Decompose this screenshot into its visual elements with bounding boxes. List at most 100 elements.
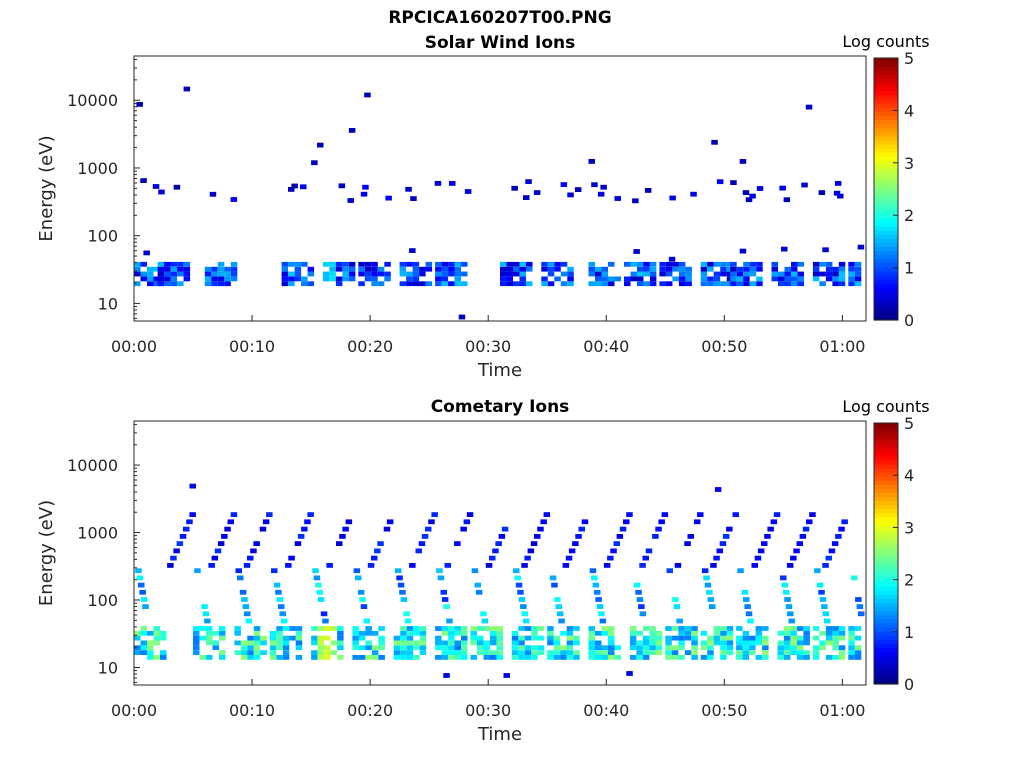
data-cell [854, 276, 862, 282]
data-cell [360, 191, 368, 197]
data-cell [791, 266, 798, 272]
data-cell [626, 671, 633, 676]
colorbar-segment [874, 610, 898, 616]
data-cell [253, 541, 260, 546]
solar-wind-panel: Solar Wind Ions 00:00 00:10 00:20 00:30 00:40… [36, 32, 930, 381]
data-cell [435, 276, 442, 282]
data-cell [771, 276, 778, 282]
data-cell [189, 512, 196, 517]
data-cell [245, 618, 252, 624]
data-cell [803, 635, 810, 641]
data-cell [501, 526, 509, 532]
data-cell [780, 575, 787, 581]
data-cell [471, 568, 479, 574]
data-cell [253, 630, 261, 636]
data-cell [348, 276, 356, 282]
data-cell [589, 568, 597, 574]
data-cell [204, 266, 212, 272]
data-cell [636, 645, 643, 651]
data-cell [352, 635, 359, 641]
data-cell [301, 526, 308, 532]
data-cell [743, 266, 750, 272]
data-cell [784, 266, 791, 272]
data-cell [317, 650, 325, 655]
data-cell [448, 635, 455, 641]
colorbar-segment [874, 471, 898, 477]
data-cell [726, 276, 734, 282]
data-cell [470, 630, 477, 636]
data-cell [547, 655, 554, 660]
data-cell [777, 655, 784, 660]
data-cell [854, 271, 862, 277]
data-cell [643, 281, 650, 287]
data-cell [825, 655, 833, 660]
data-cell [521, 563, 528, 568]
data-cell [371, 261, 378, 267]
data-cells [134, 483, 865, 678]
data-cell [206, 626, 213, 631]
data-cell [678, 266, 686, 272]
data-cell [324, 626, 331, 631]
data-cell [832, 276, 839, 282]
data-cell [153, 630, 160, 636]
data-cell [400, 650, 407, 655]
data-cell [549, 575, 557, 581]
data-cell [642, 655, 650, 660]
colorbar-segment [874, 622, 898, 628]
data-cell [553, 655, 561, 660]
data-cell [419, 635, 427, 641]
data-cell [399, 266, 407, 272]
data-cell [736, 645, 743, 651]
data-cell [393, 635, 401, 641]
data-cell [276, 655, 283, 660]
data-cell [138, 582, 145, 588]
data-cell [202, 611, 210, 617]
colorbar-segment [874, 577, 898, 583]
data-cell [519, 271, 526, 277]
data-cell [819, 640, 826, 646]
data-cell [764, 534, 771, 539]
data-cell [835, 534, 842, 539]
data-cell [170, 555, 177, 561]
data-cell [783, 645, 791, 651]
data-cell [567, 276, 574, 282]
data-cell [295, 626, 303, 631]
data-cell [565, 555, 573, 561]
data-cell [440, 589, 447, 595]
colorbar-segment [874, 283, 898, 288]
data-cell [797, 271, 804, 277]
data-cell [311, 626, 318, 631]
data-cell [805, 104, 813, 110]
data-cell [230, 276, 238, 282]
data-cell [324, 650, 331, 655]
data-cell [406, 276, 413, 282]
data-cell [669, 195, 676, 201]
data-cell [490, 626, 497, 631]
data-cell [413, 640, 420, 646]
data-cell [352, 645, 359, 651]
data-cell [713, 626, 721, 631]
data-cell [253, 640, 261, 646]
data-cell [435, 645, 442, 651]
data-cell [193, 650, 200, 655]
data-cell [337, 655, 344, 660]
data-cell [832, 630, 839, 636]
data-cell [848, 630, 855, 636]
data-cell [848, 626, 855, 631]
colorbar-segment [874, 299, 898, 305]
data-cell [567, 271, 574, 277]
data-cell [690, 191, 697, 197]
data-cell [726, 635, 734, 641]
colorbar-segment [874, 262, 898, 268]
data-cell [642, 650, 650, 655]
data-cell [419, 650, 427, 655]
data-cell [511, 655, 519, 660]
data-cell [713, 640, 721, 646]
data-cell [749, 266, 757, 272]
data-cell [636, 597, 644, 602]
data-cell [419, 266, 426, 272]
data-cell [632, 198, 639, 204]
data-cell [742, 635, 750, 641]
data-cell [796, 635, 804, 641]
data-cell [393, 655, 401, 660]
